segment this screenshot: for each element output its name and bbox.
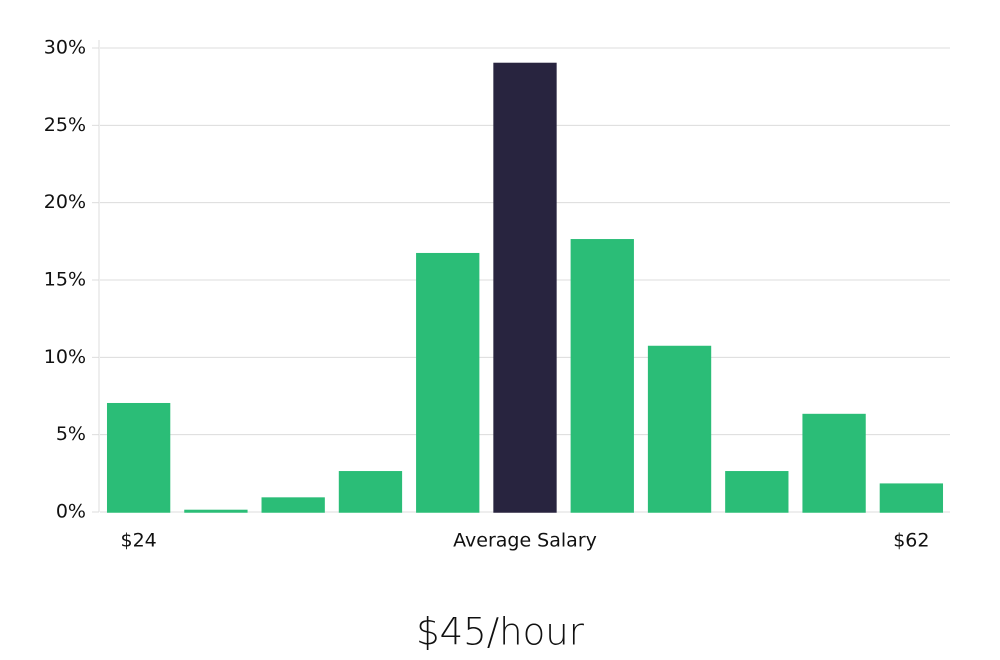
bar (106, 402, 171, 513)
x-tick-label: Average Salary (453, 530, 597, 552)
bar (570, 239, 634, 513)
bar (879, 483, 944, 513)
y-tick-label: 0% (56, 501, 86, 523)
bar (647, 345, 712, 513)
x-tick-label: $62 (893, 530, 929, 552)
bar (802, 413, 866, 513)
chart-title: $45/hour (416, 611, 585, 654)
bar (725, 471, 789, 513)
bar (184, 509, 248, 513)
y-tick-label: 20% (44, 191, 86, 213)
x-tick-label: $24 (121, 530, 157, 552)
y-tick-label: 5% (56, 423, 86, 445)
bar (261, 497, 325, 513)
bar (493, 62, 557, 513)
y-tick-label: 15% (44, 269, 86, 291)
bar (338, 471, 403, 513)
bar (416, 252, 480, 513)
y-tick-label: 25% (44, 114, 86, 136)
y-tick-label: 10% (44, 346, 86, 368)
y-tick-label: 30% (44, 37, 86, 59)
